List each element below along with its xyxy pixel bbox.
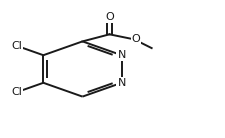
Text: Cl: Cl xyxy=(11,41,22,51)
Text: O: O xyxy=(105,12,113,22)
Text: N: N xyxy=(117,50,125,60)
Text: N: N xyxy=(117,78,125,88)
Text: O: O xyxy=(131,34,140,44)
Text: Cl: Cl xyxy=(11,87,22,97)
